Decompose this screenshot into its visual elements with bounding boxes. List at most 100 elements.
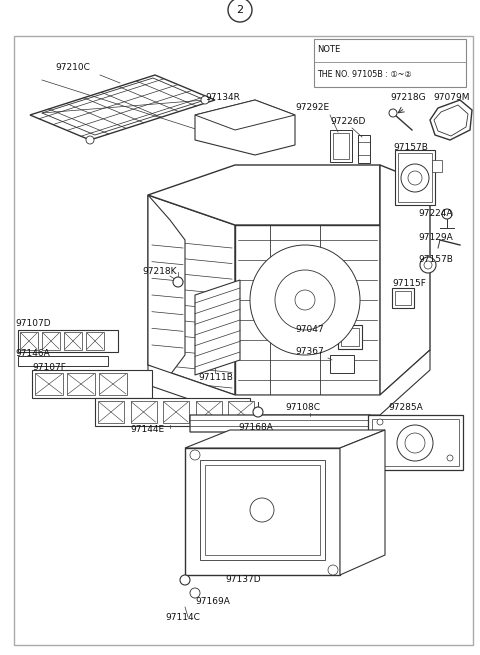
- Text: 97134R: 97134R: [205, 92, 240, 102]
- Bar: [228, 401, 254, 423]
- Bar: [432, 160, 442, 172]
- Text: 97157B: 97157B: [393, 143, 428, 151]
- Polygon shape: [148, 195, 235, 395]
- Text: 97079M: 97079M: [433, 92, 469, 102]
- Bar: [86, 332, 104, 350]
- Polygon shape: [195, 100, 295, 155]
- Bar: [395, 291, 411, 305]
- Text: 97108C: 97108C: [285, 403, 320, 413]
- Bar: [32, 370, 152, 398]
- Text: 97137D: 97137D: [225, 576, 261, 584]
- Polygon shape: [185, 430, 385, 448]
- Polygon shape: [430, 100, 472, 140]
- Text: 97129A: 97129A: [418, 233, 453, 242]
- Bar: [372, 419, 459, 466]
- Bar: [20, 332, 38, 350]
- Text: 97114C: 97114C: [165, 614, 200, 622]
- Bar: [341, 328, 359, 346]
- Bar: [67, 373, 95, 395]
- Bar: [99, 373, 127, 395]
- Text: 97226D: 97226D: [330, 117, 365, 126]
- Text: 97218K: 97218K: [142, 267, 177, 276]
- Polygon shape: [195, 100, 295, 130]
- Text: 97111B: 97111B: [198, 373, 233, 383]
- Text: 97210C: 97210C: [55, 64, 90, 73]
- Bar: [395, 150, 435, 205]
- Bar: [95, 398, 250, 426]
- Bar: [368, 415, 463, 470]
- Bar: [338, 325, 362, 349]
- Circle shape: [328, 565, 338, 575]
- Circle shape: [253, 407, 263, 417]
- Text: 97169A: 97169A: [195, 597, 230, 607]
- Bar: [163, 401, 189, 423]
- Polygon shape: [148, 165, 380, 225]
- Circle shape: [180, 575, 190, 585]
- Bar: [98, 401, 124, 423]
- Circle shape: [295, 290, 315, 310]
- Circle shape: [405, 433, 425, 453]
- Circle shape: [442, 209, 452, 219]
- Text: 97144E: 97144E: [130, 426, 164, 434]
- Bar: [330, 355, 354, 373]
- Circle shape: [424, 261, 432, 269]
- Circle shape: [397, 425, 433, 461]
- Text: 97367: 97367: [295, 348, 324, 356]
- Bar: [35, 373, 63, 395]
- Circle shape: [190, 588, 200, 598]
- Bar: [18, 356, 108, 366]
- Circle shape: [447, 455, 453, 461]
- Bar: [398, 153, 432, 202]
- Circle shape: [408, 171, 422, 185]
- Text: 97218G: 97218G: [390, 92, 426, 102]
- Bar: [392, 288, 414, 308]
- Text: 97292E: 97292E: [295, 102, 329, 111]
- Text: 2: 2: [237, 5, 243, 15]
- Circle shape: [401, 164, 429, 192]
- Circle shape: [201, 96, 209, 104]
- Circle shape: [190, 450, 200, 460]
- Bar: [200, 460, 325, 560]
- Text: 97107F: 97107F: [32, 362, 66, 371]
- Polygon shape: [42, 78, 205, 135]
- Bar: [64, 332, 82, 350]
- Bar: [195, 401, 221, 423]
- Polygon shape: [235, 225, 380, 395]
- Polygon shape: [190, 415, 390, 445]
- Circle shape: [250, 245, 360, 355]
- Bar: [18, 330, 118, 352]
- Circle shape: [275, 270, 335, 330]
- Circle shape: [228, 0, 252, 22]
- Polygon shape: [340, 430, 385, 575]
- Text: NOTE: NOTE: [317, 45, 341, 54]
- Bar: [42, 332, 60, 350]
- Text: 97168A: 97168A: [238, 424, 273, 432]
- Circle shape: [389, 109, 397, 117]
- Circle shape: [173, 277, 183, 287]
- Polygon shape: [185, 448, 340, 575]
- Polygon shape: [434, 105, 468, 136]
- Text: 97146A: 97146A: [15, 348, 50, 358]
- Bar: [131, 401, 156, 423]
- Text: THE NO. 97105B : ①~②: THE NO. 97105B : ①~②: [317, 70, 412, 79]
- Polygon shape: [148, 195, 185, 375]
- Text: 97115F: 97115F: [392, 278, 426, 288]
- Polygon shape: [380, 165, 430, 395]
- Text: 97157B: 97157B: [418, 255, 453, 265]
- Polygon shape: [195, 280, 240, 375]
- Text: 97224A: 97224A: [418, 208, 453, 217]
- Text: 97107D: 97107D: [15, 318, 50, 328]
- Polygon shape: [148, 350, 430, 415]
- Bar: [358, 135, 370, 163]
- Bar: [205, 465, 320, 555]
- Circle shape: [377, 419, 383, 425]
- Bar: [330, 130, 352, 162]
- Circle shape: [420, 257, 436, 273]
- Circle shape: [250, 498, 274, 522]
- Bar: [333, 133, 349, 159]
- Circle shape: [86, 136, 94, 144]
- Text: 97285A: 97285A: [388, 403, 423, 413]
- Bar: [314, 39, 466, 86]
- Polygon shape: [30, 75, 215, 140]
- Text: 97047: 97047: [295, 326, 324, 335]
